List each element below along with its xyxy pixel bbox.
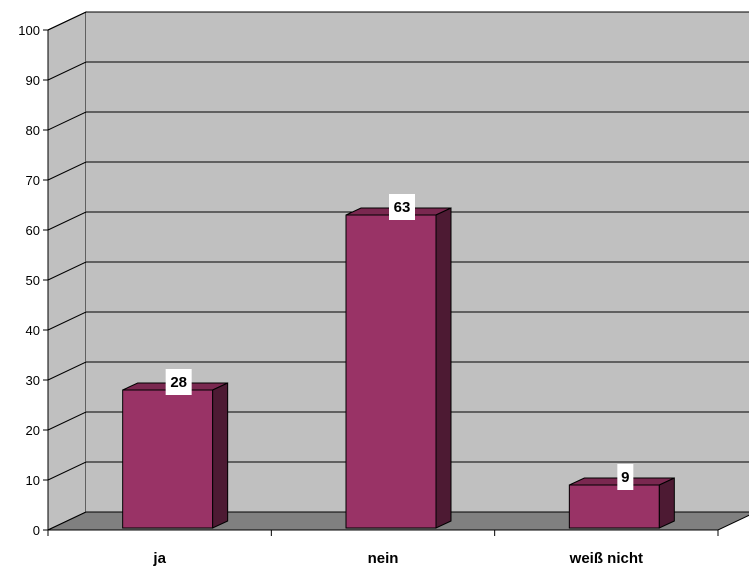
gridline [47,461,749,481]
data-label-text: 9 [621,469,629,486]
data-label-bg [389,194,415,220]
y-tick-label: 30 [26,373,40,388]
x-axis: ja nein weiß nicht [47,529,719,567]
y-tick-label: 20 [26,423,40,438]
y-tick-label: 100 [18,23,40,38]
gridline [47,261,749,281]
gridlines [47,11,749,481]
y-tick-label: 0 [33,523,40,538]
gridline [47,211,749,231]
gridline [47,161,749,181]
data-label-bg [165,369,192,395]
y-tick-label: 10 [26,473,40,488]
bar: 9 [568,464,675,529]
data-label: 28 [165,369,192,395]
bar-front [345,214,437,529]
y-tick-label: 80 [26,123,40,138]
data-label-text: 28 [170,374,187,391]
gridline [47,411,749,431]
gridline [47,361,749,381]
bar-side [658,477,675,529]
bar-side [435,207,452,529]
gridline [47,11,749,31]
bar: 63 [345,194,452,529]
bar: 28 [122,369,229,529]
data-label: 63 [389,194,415,220]
data-label-bg [617,464,634,490]
x-tick-label: nein [368,550,399,567]
bar-side [212,382,229,529]
gridline [47,311,749,331]
data-label: 9 [617,464,634,490]
gridline [47,61,749,81]
bars: 28 63 9 [122,194,675,529]
y-tick-label: 60 [26,223,40,238]
gridline [47,111,749,131]
y-tick-label: 50 [26,273,40,288]
data-label-text: 63 [394,199,411,216]
x-tick-label: weiß nicht [569,550,643,567]
y-tick-label: 40 [26,323,40,338]
y-tick-label: 70 [26,173,40,188]
y-tick-label: 90 [26,73,40,88]
y-axis: 0 10 20 30 40 50 60 70 80 90 100 [18,23,49,538]
bar-front [122,389,214,529]
x-tick-label: ja [152,550,166,567]
bar-front [568,484,660,529]
